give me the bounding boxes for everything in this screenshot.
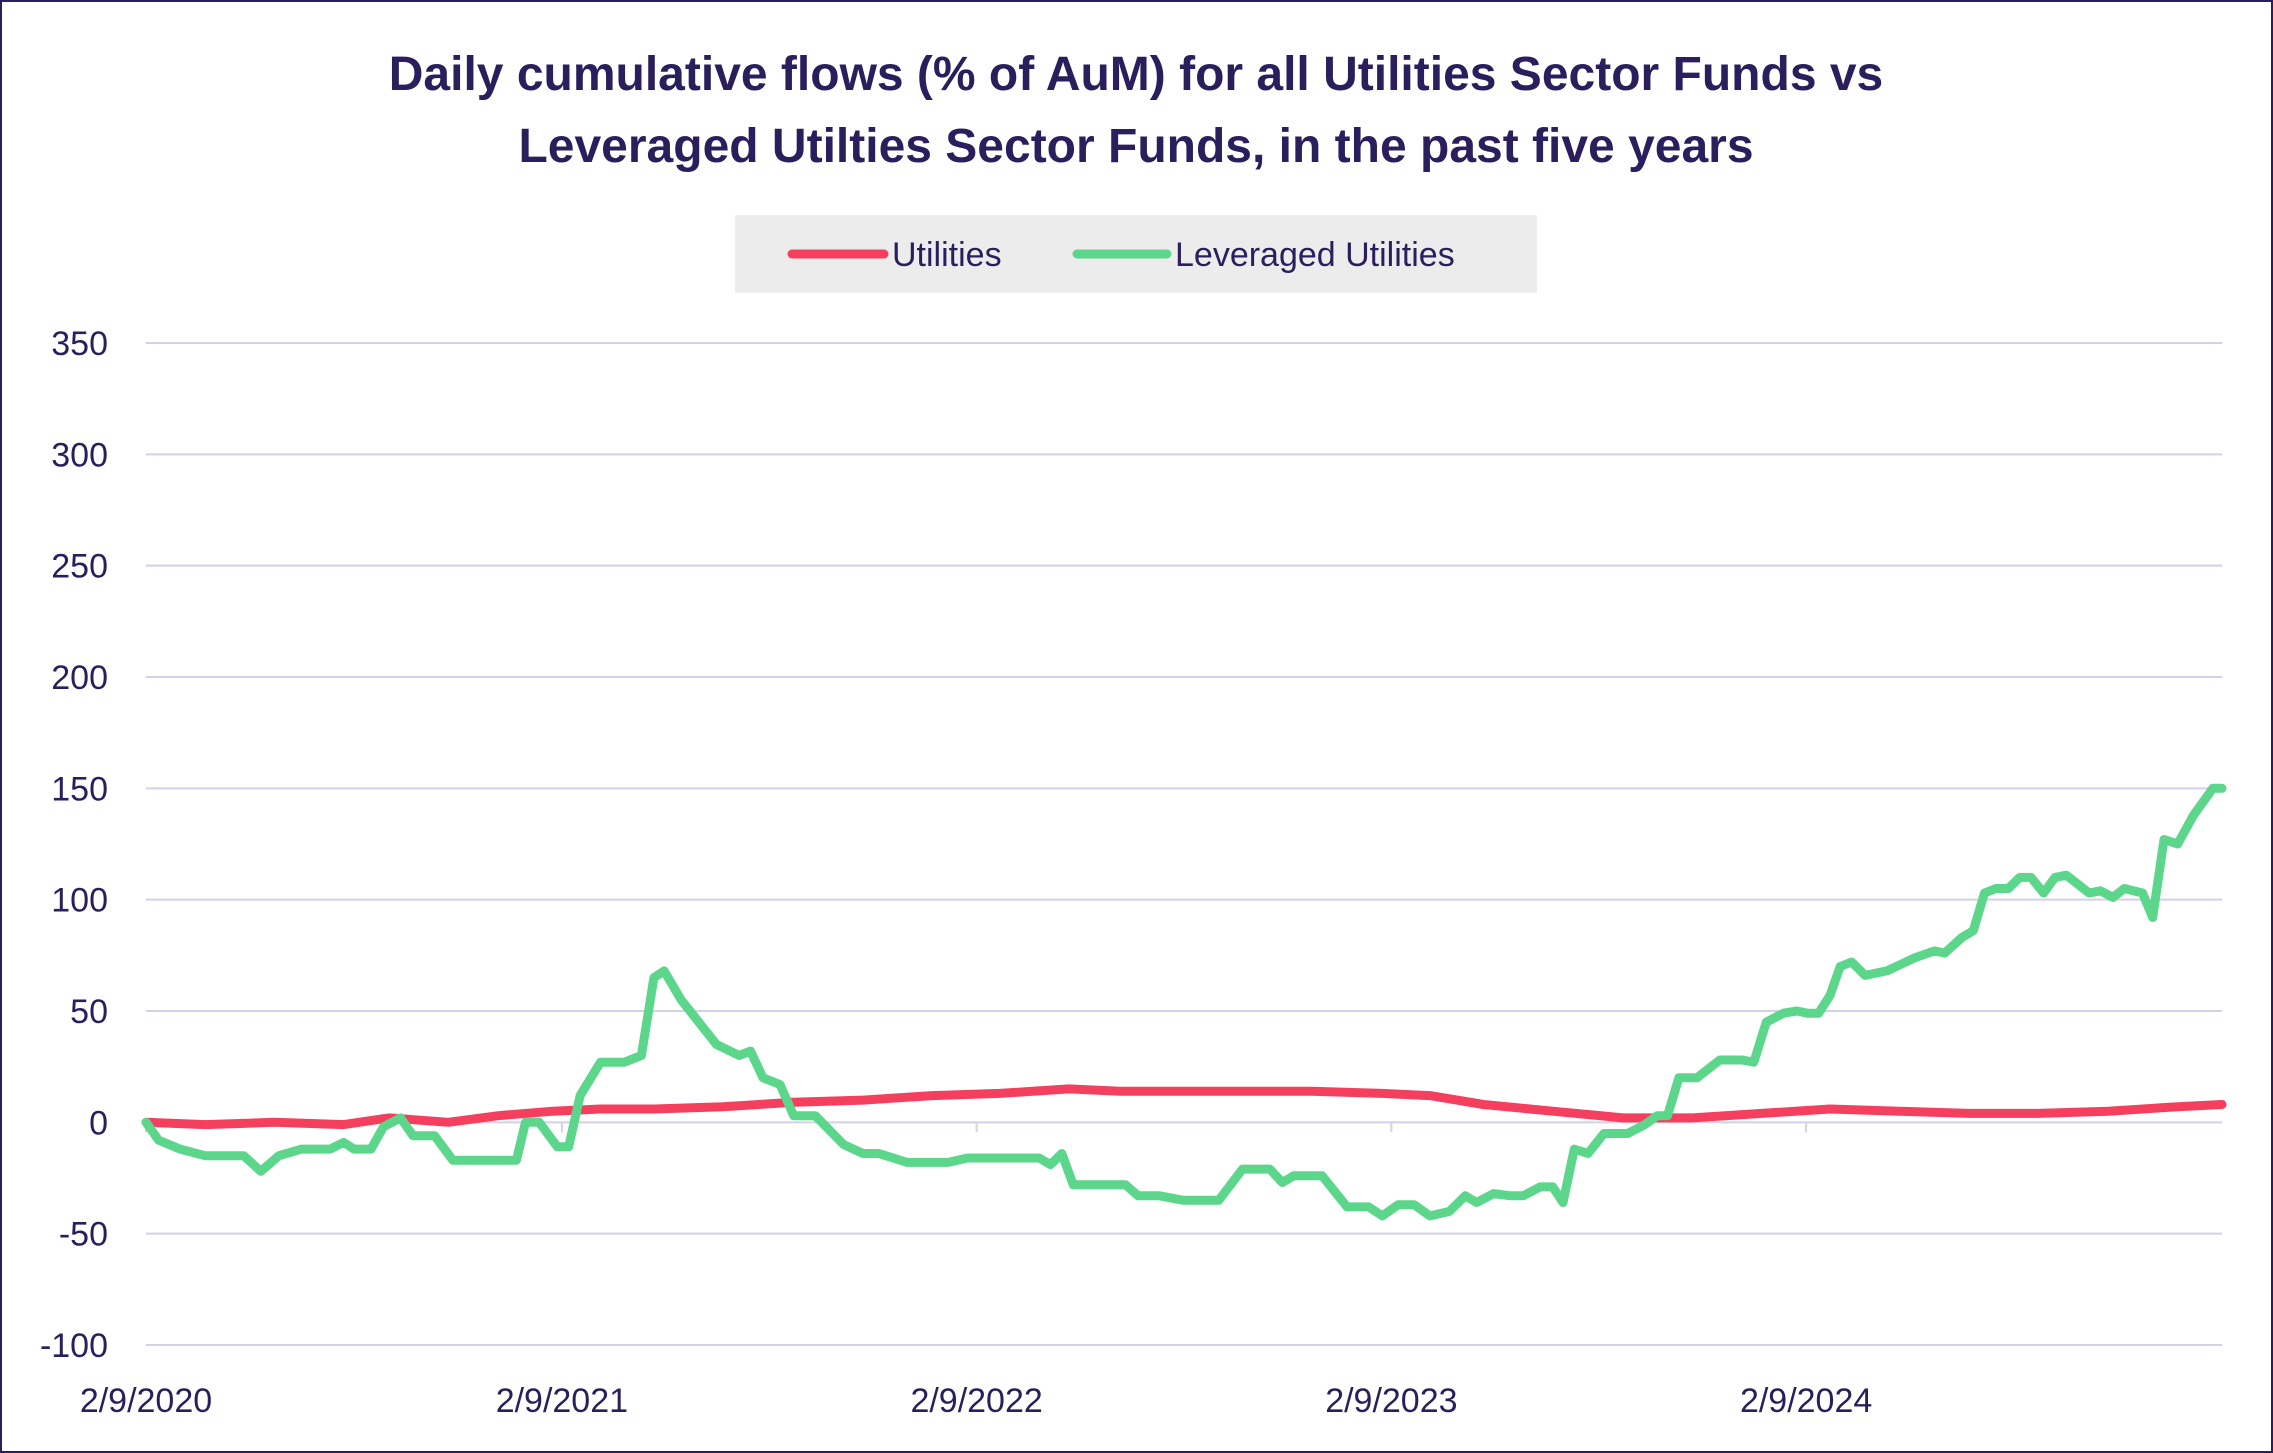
y-tick-label: 350: [51, 325, 108, 363]
y-tick-label: 50: [70, 993, 108, 1031]
y-tick-label: -50: [59, 1216, 108, 1254]
series-line-utilities: [141, 1084, 2227, 1130]
x-axis: 2/9/2020 2/9/2021 2/9/2022 2/9/2023 2/9/2024: [80, 1122, 1872, 1420]
y-tick-label: 150: [51, 770, 108, 808]
x-tick-label: 2/9/2020: [80, 1382, 212, 1420]
y-axis: -100 -50 0 50 100 150 200 250 300 350: [40, 325, 108, 1365]
y-tick-label: 300: [51, 436, 108, 474]
gridlines: [146, 342, 2222, 1346]
y-tick-label: -100: [40, 1327, 108, 1365]
x-tick-label: 2/9/2021: [496, 1382, 628, 1420]
y-tick-label: 100: [51, 882, 108, 920]
x-tick-label: 2/9/2024: [1740, 1382, 1872, 1420]
y-tick-label: 0: [89, 1104, 108, 1142]
chart-title-line-2: Leveraged Utilties Sector Funds, in the …: [518, 120, 1753, 173]
x-tick-label: 2/9/2023: [1325, 1382, 1457, 1420]
legend: Utilities Leveraged Utilities: [735, 215, 1537, 293]
series-lines: [141, 783, 2227, 1221]
y-tick-label: 250: [51, 548, 108, 586]
legend-label-utilities: Utilities: [892, 236, 1002, 274]
x-tick-label: 2/9/2022: [910, 1382, 1042, 1420]
legend-label-leveraged-utilities: Leveraged Utilities: [1175, 236, 1455, 274]
chart-title-line-1: Daily cumulative flows (% of AuM) for al…: [389, 48, 1883, 101]
y-tick-label: 200: [51, 659, 108, 697]
series-line-leveraged-utilities: [141, 783, 2227, 1221]
